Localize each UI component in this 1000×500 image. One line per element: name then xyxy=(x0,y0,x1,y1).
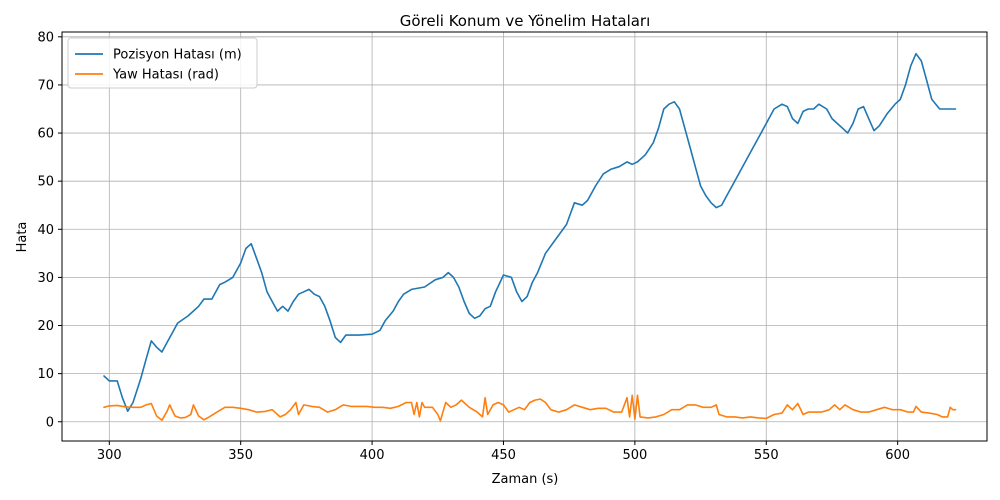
grid xyxy=(62,32,987,441)
series-layer xyxy=(103,52,957,422)
y-tick-label: 80 xyxy=(37,30,54,45)
y-axis-title: Hata xyxy=(15,222,30,253)
x-tick-label: 400 xyxy=(360,448,385,463)
x-tick-label: 600 xyxy=(885,448,910,463)
x-tick-label: 550 xyxy=(754,448,779,463)
y-tick-label: 0 xyxy=(46,415,54,430)
plot-frame xyxy=(61,31,988,442)
x-tick-label: 350 xyxy=(228,448,253,463)
y-tick-label: 50 xyxy=(37,175,54,190)
legend-box xyxy=(67,37,258,89)
x-tick-label: 300 xyxy=(97,448,122,463)
series-line-2 xyxy=(103,394,957,422)
y-tick-label: 30 xyxy=(37,271,54,286)
legend-label-1: Pozisyon Hatası (m) xyxy=(113,48,242,63)
y-tick-label: 10 xyxy=(37,367,54,382)
chart-title: Göreli Konum ve Yönelim Hataları xyxy=(400,12,651,30)
y-tick-label: 40 xyxy=(37,223,54,238)
x-axis-title: Zaman (s) xyxy=(492,472,559,487)
x-tick-label: 450 xyxy=(491,448,516,463)
series-line-1 xyxy=(103,52,957,413)
y-tick-label: 60 xyxy=(37,127,54,142)
y-tick-label: 70 xyxy=(37,78,54,93)
legend: Pozisyon Hatası (m) Yaw Hatası (rad) xyxy=(67,37,258,89)
legend-label-2: Yaw Hatası (rad) xyxy=(112,68,219,83)
ticks: 300 350 400 450 500 550 600 0 10 20 30 40 50 60 70 80 xyxy=(37,30,910,463)
x-tick-label: 500 xyxy=(622,448,647,463)
y-tick-label: 20 xyxy=(37,319,54,334)
